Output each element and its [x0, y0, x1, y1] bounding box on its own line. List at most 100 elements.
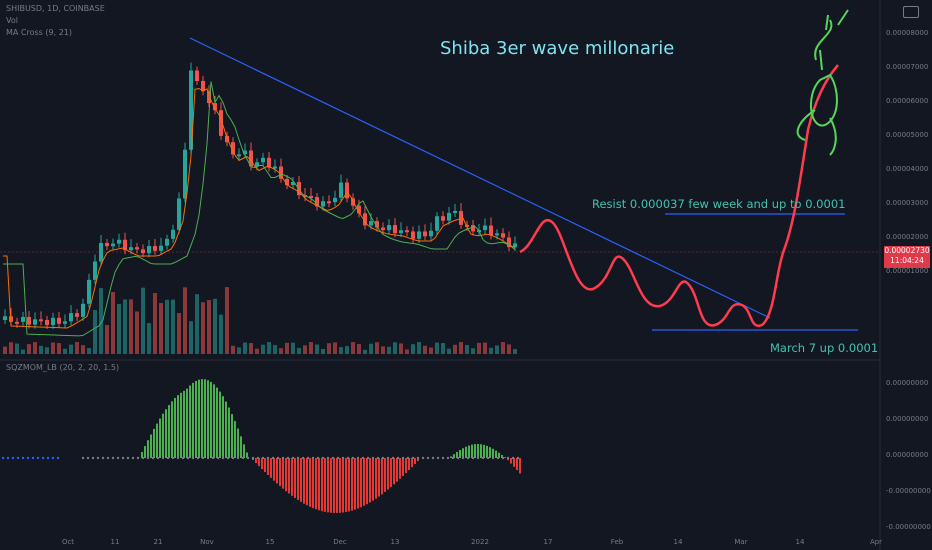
- volume-bar: [381, 346, 385, 354]
- momentum-bar: [168, 405, 170, 458]
- squeeze-dot: [1, 456, 5, 460]
- momentum-bar: [300, 458, 302, 502]
- volume-bar: [159, 303, 163, 354]
- candle-body: [201, 81, 205, 92]
- momentum-bar: [405, 458, 407, 474]
- candle-body: [303, 195, 307, 198]
- volume-bar: [39, 345, 43, 354]
- squeeze-dot: [36, 456, 40, 460]
- price-tick-label: 0.00001000: [886, 267, 928, 275]
- volume-bar: [501, 342, 505, 354]
- volume-bar: [207, 300, 211, 354]
- momentum-bar: [210, 381, 212, 458]
- volume-bar: [441, 343, 445, 354]
- momentum-bar: [363, 458, 365, 506]
- momentum-bar: [150, 434, 152, 458]
- momentum-bar: [495, 450, 497, 458]
- candle-body: [471, 225, 475, 232]
- candle-body: [3, 316, 7, 320]
- candle-body: [129, 247, 133, 251]
- time-tick-label: 11: [111, 538, 120, 546]
- volume-bar: [129, 299, 133, 354]
- candle-body: [399, 230, 403, 234]
- candle-body: [117, 239, 121, 244]
- volume-bar: [141, 287, 145, 354]
- time-tick-label: 17: [544, 538, 553, 546]
- candle-body: [267, 157, 271, 168]
- rocket-dollar-doodle: [796, 9, 849, 156]
- squeeze-dot: [26, 456, 30, 460]
- momentum-bar: [243, 444, 245, 458]
- squeeze-dot: [121, 456, 125, 460]
- momentum-bar: [402, 458, 404, 476]
- squeeze-dot: [201, 456, 205, 460]
- squeeze-dot: [486, 456, 490, 460]
- momentum-bar: [339, 458, 341, 513]
- time-tick-label: 15: [266, 538, 275, 546]
- squeeze-dot: [131, 456, 135, 460]
- candle-body: [141, 249, 145, 254]
- volume-bar: [303, 345, 307, 354]
- candle-body: [51, 317, 55, 326]
- candle-body: [423, 231, 427, 237]
- momentum-bar: [273, 458, 275, 481]
- volume-bar: [273, 345, 277, 354]
- squeeze-dot: [321, 456, 325, 460]
- volume-bar: [453, 344, 457, 354]
- momentum-bar: [288, 458, 290, 494]
- momentum-bar: [387, 458, 389, 490]
- volume-bar: [87, 348, 91, 354]
- ma-label: MA Cross (9, 21): [6, 28, 72, 37]
- squeeze-dot: [146, 456, 150, 460]
- squeeze-dot: [461, 456, 465, 460]
- momentum-bar: [282, 458, 284, 489]
- squeeze-dot: [191, 456, 195, 460]
- momentum-bar: [219, 391, 221, 458]
- squeeze-dot: [301, 456, 305, 460]
- projection-wave-path: [519, 64, 839, 328]
- momentum-bar: [228, 407, 230, 458]
- volume-bar: [69, 344, 73, 354]
- momentum-bar: [360, 458, 362, 508]
- momentum-bar: [174, 398, 176, 458]
- volume-bar: [279, 348, 283, 354]
- squeeze-dot: [451, 456, 455, 460]
- momentum-bar: [159, 418, 161, 458]
- candle-body: [321, 201, 325, 207]
- candle-body: [357, 205, 361, 214]
- momentum-bar: [234, 421, 236, 458]
- squeeze-dot: [216, 456, 220, 460]
- momentum-bar: [381, 458, 383, 495]
- volume-bar: [447, 348, 451, 354]
- momentum-bar: [462, 448, 464, 458]
- squeeze-dot: [481, 456, 485, 460]
- squeeze-dot: [411, 456, 415, 460]
- squeeze-dot: [286, 456, 290, 460]
- momentum-bar: [471, 444, 473, 458]
- volume-bar: [27, 344, 31, 354]
- momentum-bar: [291, 458, 293, 496]
- squeeze-dot: [236, 456, 240, 460]
- squeeze-dot: [271, 456, 275, 460]
- volume-bar: [111, 291, 115, 354]
- squeeze-dot: [261, 456, 265, 460]
- volume-bar: [369, 343, 373, 354]
- squeeze-dot: [516, 456, 520, 460]
- candle-body: [39, 319, 43, 322]
- settings-toggle-button[interactable]: [903, 6, 919, 18]
- momentum-bar: [264, 458, 266, 473]
- candle-body: [297, 182, 301, 196]
- momentum-bar: [315, 458, 317, 510]
- squeeze-dot: [96, 456, 100, 460]
- volume-label: Vol: [6, 16, 18, 25]
- momentum-bar: [309, 458, 311, 507]
- volume-bar: [459, 342, 463, 354]
- squeeze-dot: [501, 456, 505, 460]
- volume-bar: [351, 342, 355, 354]
- momentum-bar: [399, 458, 401, 479]
- squeeze-dot: [266, 456, 270, 460]
- volume-bar: [345, 346, 349, 354]
- squeeze-dot: [401, 456, 405, 460]
- volume-bar: [213, 298, 217, 354]
